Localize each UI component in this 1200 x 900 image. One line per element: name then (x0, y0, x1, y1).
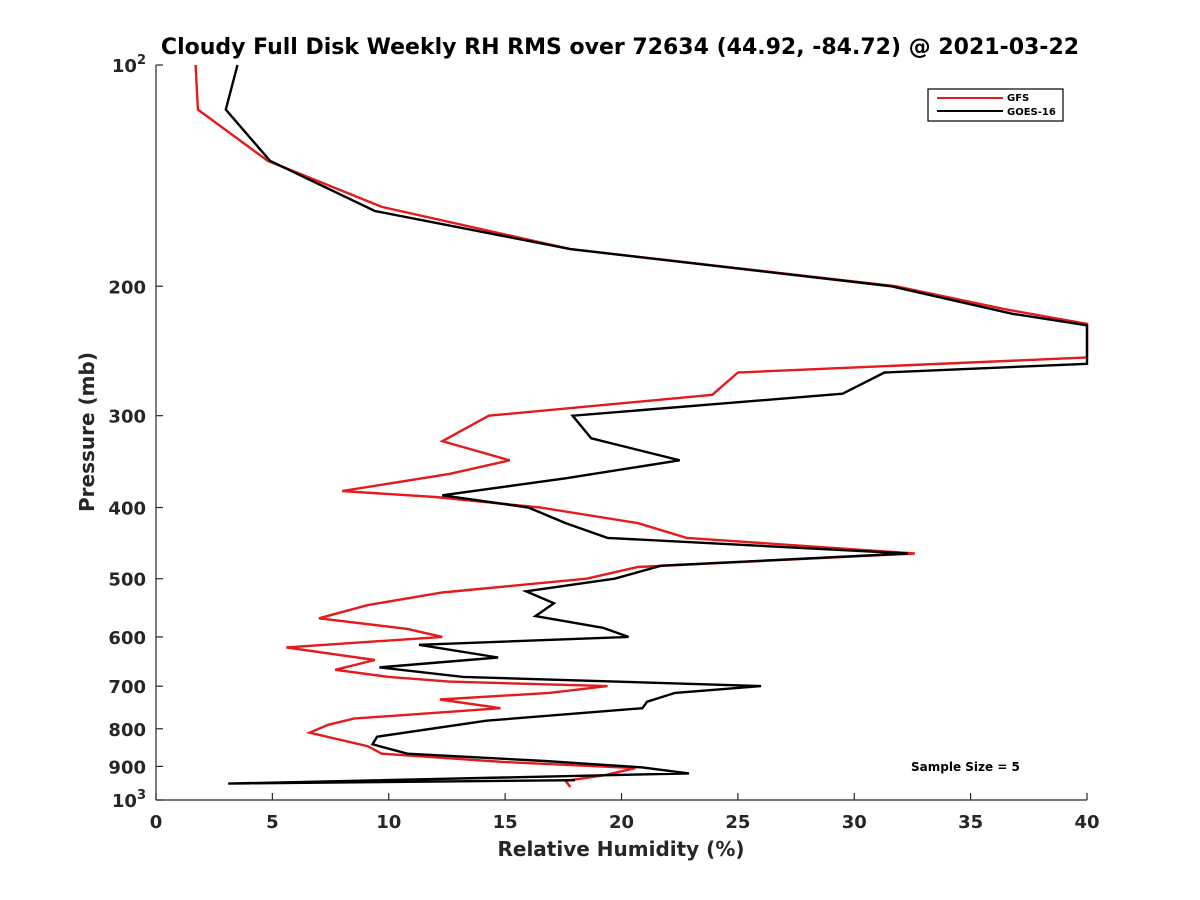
x-axis-label: Relative Humidity (%) (497, 837, 744, 861)
x-axis-ticks: 0 5 10 15 20 25 30 35 40 (150, 793, 1100, 833)
x-tick-label: 0 (150, 812, 163, 833)
legend-label-goes16: GOES-16 (1007, 107, 1056, 118)
y-tick-label: 300 (108, 407, 146, 428)
y-tick-label: 103 (112, 788, 146, 812)
legend-box (927, 88, 1064, 122)
y-axis-label: Pressure (mb) (75, 352, 99, 512)
y-tick-label: 102 (112, 53, 146, 77)
y-axis-ticks: 102 200 300 400 500 600 700 800 900 103 (108, 53, 163, 812)
y-tick-label: 200 (108, 277, 146, 298)
chart-title: Cloudy Full Disk Weekly RH RMS over 7263… (161, 35, 1079, 60)
x-tick-label: 25 (725, 812, 750, 833)
x-tick-label: 35 (958, 812, 983, 833)
sample-size-annotation: Sample Size = 5 (911, 760, 1020, 774)
x-tick-label: 15 (493, 812, 518, 833)
legend: GFS GOES-16 (927, 88, 1064, 122)
series-layer (194, 64, 1089, 788)
y-tick-label: 700 (108, 677, 146, 698)
x-tick-label: 30 (842, 812, 867, 833)
series-line-goes-16 (224, 64, 1089, 785)
y-tick-label: 500 (108, 570, 146, 591)
x-tick-label: 40 (1074, 812, 1099, 833)
y-tick-label: 800 (108, 720, 146, 741)
legend-label-gfs: GFS (1007, 93, 1029, 104)
y-tick-label: 900 (108, 757, 146, 778)
x-tick-label: 10 (376, 812, 401, 833)
x-tick-label: 5 (266, 812, 279, 833)
y-tick-label: 400 (108, 499, 146, 520)
x-tick-label: 20 (609, 812, 634, 833)
y-tick-label: 600 (108, 628, 146, 649)
